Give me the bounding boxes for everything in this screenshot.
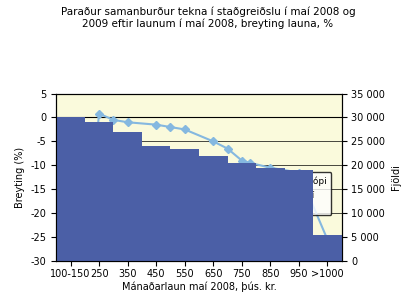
Text: Paraður samanburður tekna í staðgreiðslu í maí 2008 og
2009 eftir launum í maí 2: Paraður samanburður tekna í staðgreiðslu… [61, 6, 355, 29]
X-axis label: Mánaðarlaun maí 2008, þús. kr.: Mánaðarlaun maí 2008, þús. kr. [121, 282, 276, 292]
Bar [256, 168, 285, 261]
Bar [85, 122, 114, 261]
Bar [56, 118, 85, 261]
Legend: Fjöldi í hverjum hópi, Breyting milli maí
2008 og 2009, %: Fjöldi í hverjum hópi, Breyting milli ma… [204, 172, 332, 215]
Bar [285, 170, 313, 261]
Bar [142, 146, 171, 261]
Y-axis label: Breyting (%): Breyting (%) [15, 147, 25, 208]
Bar [171, 149, 199, 261]
Bar [313, 235, 342, 261]
Bar [228, 163, 256, 261]
Y-axis label: Fjöldi: Fjöldi [391, 164, 401, 190]
Bar [114, 132, 142, 261]
Bar [199, 156, 228, 261]
